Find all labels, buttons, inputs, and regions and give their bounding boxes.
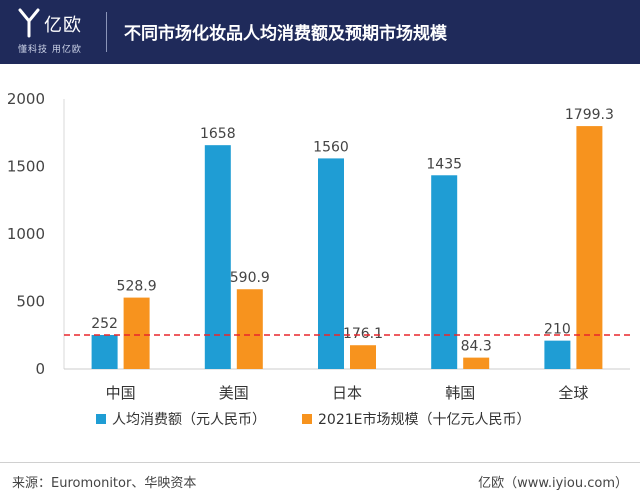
data-label-series2-2: 590.9: [230, 270, 270, 286]
page-title: 不同市场化妆品人均消费额及预期市场规模: [124, 24, 447, 44]
y-tick-label: 0: [35, 360, 45, 378]
bar-series2-4: [463, 357, 490, 369]
data-label-series2-5: 1799.3: [565, 107, 614, 123]
bar-series1-3: [318, 158, 344, 369]
credit-note: 亿欧（www.iyiou.com）: [478, 476, 628, 491]
y-tick-label: 1000: [7, 225, 45, 243]
x-tick-label: 全球: [558, 384, 588, 402]
bar-series2-2: [236, 289, 263, 369]
data-label-series1-3: 1560: [313, 139, 349, 155]
bar-series2-3: [350, 345, 376, 369]
legend-label-2: 2021E市场规模（十亿元人民币）: [318, 411, 530, 428]
bar-series1-1: [91, 334, 118, 369]
source-note: 来源：Euromonitor、华映资本: [12, 476, 197, 491]
legend-swatch-2: [302, 414, 312, 424]
x-tick-label: 中国: [106, 384, 136, 402]
y-tick-label: 1500: [7, 158, 45, 176]
yiou-logo-icon: [18, 8, 40, 38]
data-label-series1-2: 1658: [200, 126, 236, 142]
footer-divider: [0, 462, 640, 463]
bar-series2-1: [123, 297, 150, 369]
data-label-series1-5: 210: [544, 322, 571, 338]
logo-tagline: 懂科技 用亿欧: [18, 45, 82, 55]
header-divider: [106, 12, 107, 52]
legend-label-1: 人均消费额（元人民币）: [112, 412, 266, 428]
bar-series2-5: [576, 126, 603, 369]
data-label-series1-4: 1435: [426, 156, 462, 172]
y-tick-label: 500: [16, 293, 45, 311]
data-label-series2-3: 176.1: [343, 326, 383, 342]
data-label-series2-4: 84.3: [461, 339, 492, 355]
x-tick-label: 美国: [219, 384, 249, 402]
y-tick-label: 2000: [7, 90, 45, 108]
bar-chart: 0 500 1000 1500 2000 252 528.9 中国 1658 590.9 美国 156…: [7, 90, 630, 428]
bar-series1-4: [431, 175, 458, 369]
data-label-series2-1: 528.9: [117, 279, 157, 295]
legend-swatch-1: [96, 414, 106, 424]
data-label-series1-1: 252: [91, 316, 118, 332]
x-tick-label: 韩国: [445, 384, 475, 402]
x-tick-label: 日本: [332, 384, 362, 402]
bar-series1-5: [544, 340, 571, 369]
bar-series1-2: [204, 145, 231, 369]
header-bar: 亿欧 懂科技 用亿欧 不同市场化妆品人均消费额及预期市场规模: [0, 0, 640, 64]
logo-text: 亿欧: [44, 15, 82, 36]
